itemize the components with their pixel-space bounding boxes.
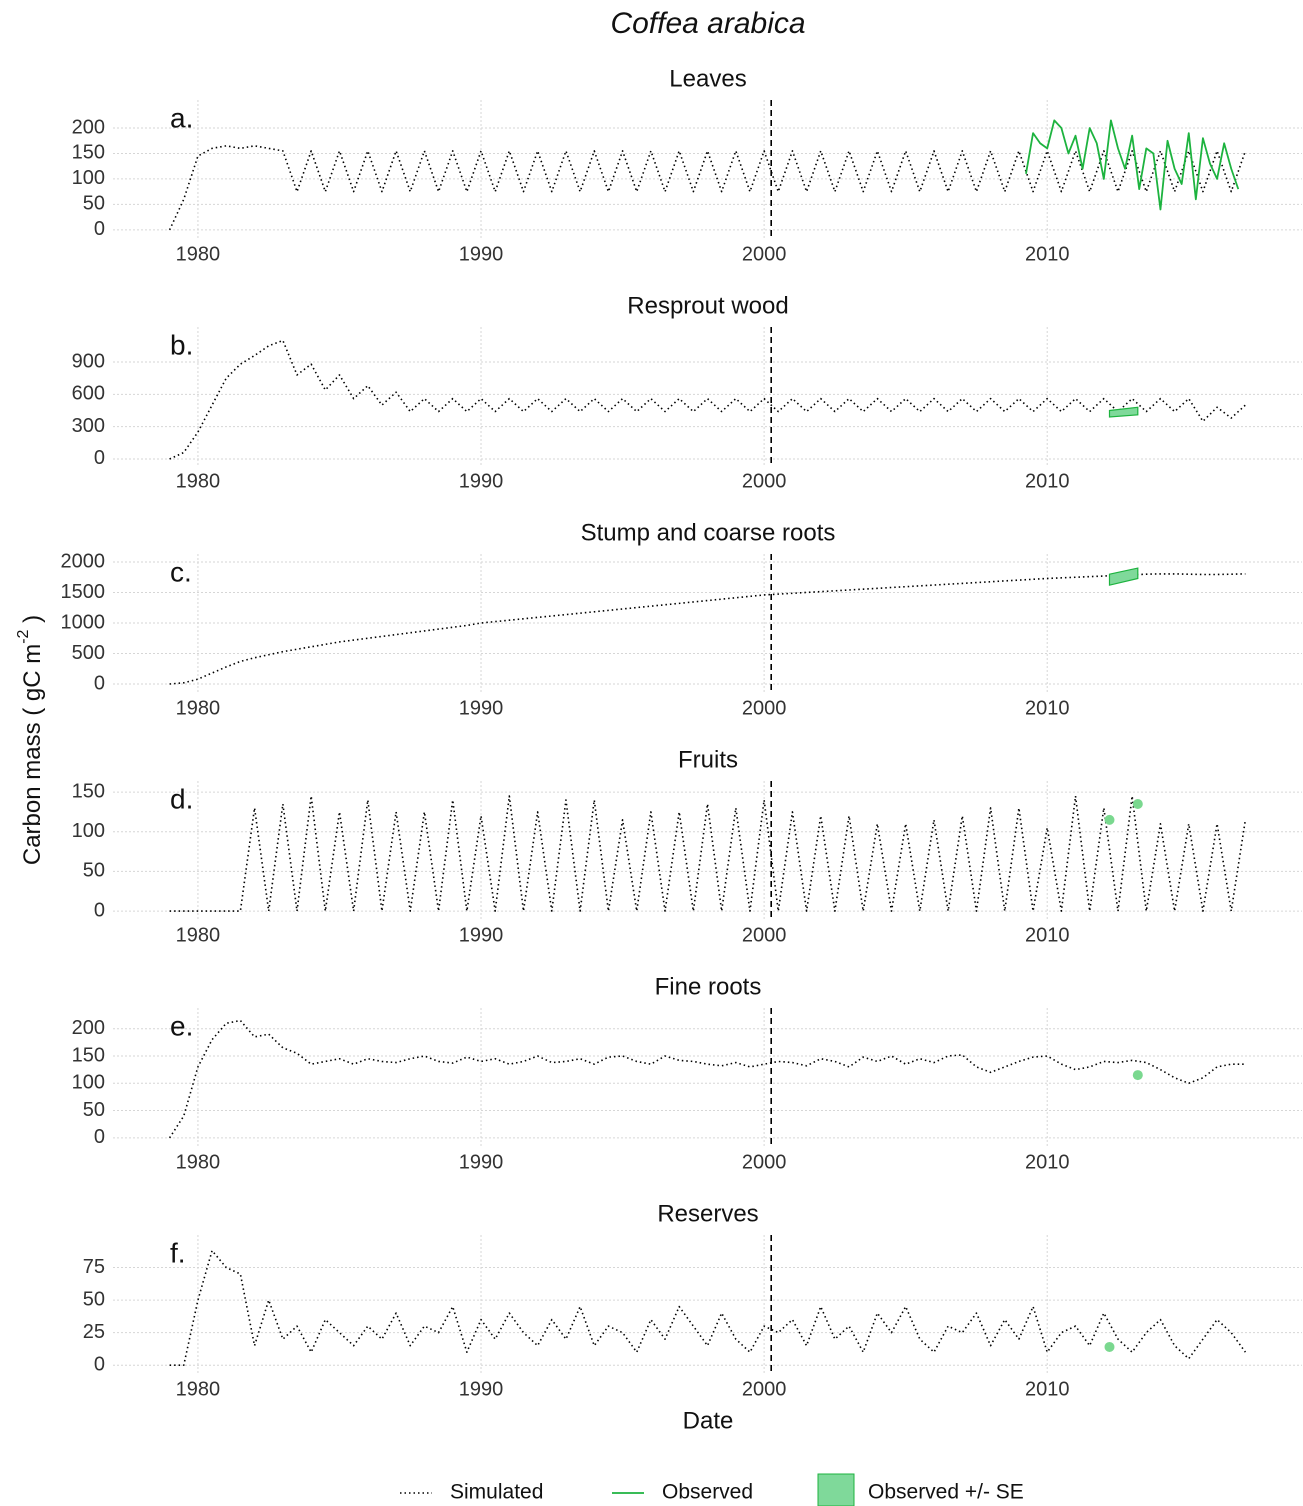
panel-title: Resprout wood: [627, 292, 788, 319]
panel-title: Reserves: [657, 1200, 758, 1227]
panel-label: f.: [170, 1237, 186, 1268]
observed-point: [1132, 1070, 1143, 1081]
y-tick-label: 600: [72, 383, 105, 405]
x-tick-label: 1980: [176, 1378, 221, 1400]
panel-label: a.: [170, 102, 193, 133]
simulated-line: [169, 573, 1246, 685]
figure-title: Coffea arabica: [610, 7, 805, 40]
x-tick-label: 2000: [742, 924, 787, 946]
panel: Leaves 0 50 100 150 200 1980 1990 2000 2010 a.: [72, 65, 1302, 265]
panel-title: Stump and coarse roots: [581, 519, 836, 546]
y-tick-label: 1500: [61, 581, 106, 603]
simulated-line: [169, 795, 1247, 912]
y-tick-label: 0: [94, 672, 105, 694]
y-tick-label: 75: [83, 1256, 105, 1278]
y-tick-label: 0: [94, 447, 105, 469]
x-tick-label: 2000: [742, 243, 787, 265]
y-label-superscript: -2: [15, 629, 32, 643]
simulated-line: [169, 339, 1246, 460]
x-axis-label: Date: [683, 1407, 734, 1434]
legend-label: Observed: [662, 1481, 753, 1504]
y-tick-label: 150: [72, 780, 105, 802]
x-tick-label: 2010: [1025, 243, 1070, 265]
panel-title: Fine roots: [655, 973, 762, 1000]
y-tick-label: 50: [83, 1288, 105, 1310]
observed-point: [1104, 1341, 1115, 1352]
y-label-suffix: ): [19, 615, 46, 630]
x-tick-label: 2010: [1025, 470, 1070, 492]
panel-label: b.: [170, 329, 193, 360]
x-tick-label: 2010: [1025, 697, 1070, 719]
y-tick-label: 100: [72, 1072, 105, 1094]
y-tick-label: 0: [94, 899, 105, 921]
x-tick-label: 1990: [459, 1151, 504, 1173]
panel-title: Leaves: [669, 65, 746, 92]
observed-point: [1132, 799, 1143, 809]
y-tick-label: 50: [83, 860, 105, 882]
y-tick-label: 0: [94, 1126, 105, 1148]
x-tick-label: 2000: [742, 697, 787, 719]
observed-point: [1104, 814, 1115, 825]
x-tick-label: 2010: [1025, 924, 1070, 946]
x-tick-label: 1990: [459, 243, 504, 265]
x-tick-label: 2000: [742, 1378, 787, 1400]
panel: Resprout wood 0 300 600 900 1980 1990 2000 2010 b…: [72, 292, 1302, 492]
panel-label: c.: [170, 556, 192, 587]
se-band: [1108, 567, 1139, 586]
x-tick-label: 1990: [459, 697, 504, 719]
y-axis-label: Carbon mass ( gC m-2 ): [15, 615, 46, 865]
y-tick-label: 25: [83, 1321, 105, 1343]
y-tick-label: 150: [72, 1044, 105, 1066]
x-tick-label: 2000: [742, 470, 787, 492]
x-tick-label: 2010: [1025, 1378, 1070, 1400]
y-tick-label: 2000: [61, 550, 106, 572]
y-label-text: Carbon mass ( gC m: [19, 644, 46, 865]
legend: Simulated Observed Observed +/- SE: [400, 1473, 1024, 1506]
y-tick-label: 50: [83, 1099, 105, 1121]
y-tick-label: 200: [72, 116, 105, 138]
legend-key: [817, 1473, 855, 1506]
y-tick-label: 1000: [61, 611, 106, 633]
y-tick-label: 0: [94, 218, 105, 240]
legend-label: Observed +/- SE: [868, 1481, 1024, 1504]
x-tick-label: 1990: [459, 470, 504, 492]
y-tick-label: 50: [83, 193, 105, 215]
y-tick-label: 0: [94, 1353, 105, 1375]
y-tick-label: 500: [72, 642, 105, 664]
panel: Fine roots 0 50 100 150 200 1980 1990 2000 2010 e.: [72, 973, 1302, 1173]
simulated-line: [169, 1249, 1247, 1366]
se-band: [1108, 406, 1139, 418]
panel: Reserves 0 25 50 75 1980 1990 2000 2010 f.: [83, 1200, 1302, 1400]
panel: Fruits 0 50 100 150 1980 1990 2000 2010 d.: [72, 746, 1302, 946]
y-tick-label: 200: [72, 1017, 105, 1039]
x-tick-label: 1980: [176, 924, 221, 946]
panel-title: Fruits: [678, 746, 738, 773]
y-tick-label: 300: [72, 415, 105, 437]
y-tick-label: 900: [72, 350, 105, 372]
x-tick-label: 1980: [176, 697, 221, 719]
simulated-line: [168, 1019, 1246, 1139]
x-tick-label: 1980: [176, 1151, 221, 1173]
x-tick-label: 1980: [176, 243, 221, 265]
x-tick-label: 1990: [459, 924, 504, 946]
panel-label: d.: [170, 783, 193, 814]
x-tick-label: 1980: [176, 470, 221, 492]
y-tick-label: 100: [72, 820, 105, 842]
observed-line: [1025, 119, 1240, 211]
y-tick-label: 150: [72, 142, 105, 164]
x-tick-label: 1990: [459, 1378, 504, 1400]
legend-label: Simulated: [450, 1481, 543, 1504]
x-tick-label: 2010: [1025, 1151, 1070, 1173]
panel-label: e.: [170, 1010, 193, 1041]
x-tick-label: 2000: [742, 1151, 787, 1173]
panel: Stump and coarse roots 0 500 1000 1500 2000 19…: [61, 519, 1302, 719]
y-tick-label: 100: [72, 167, 105, 189]
